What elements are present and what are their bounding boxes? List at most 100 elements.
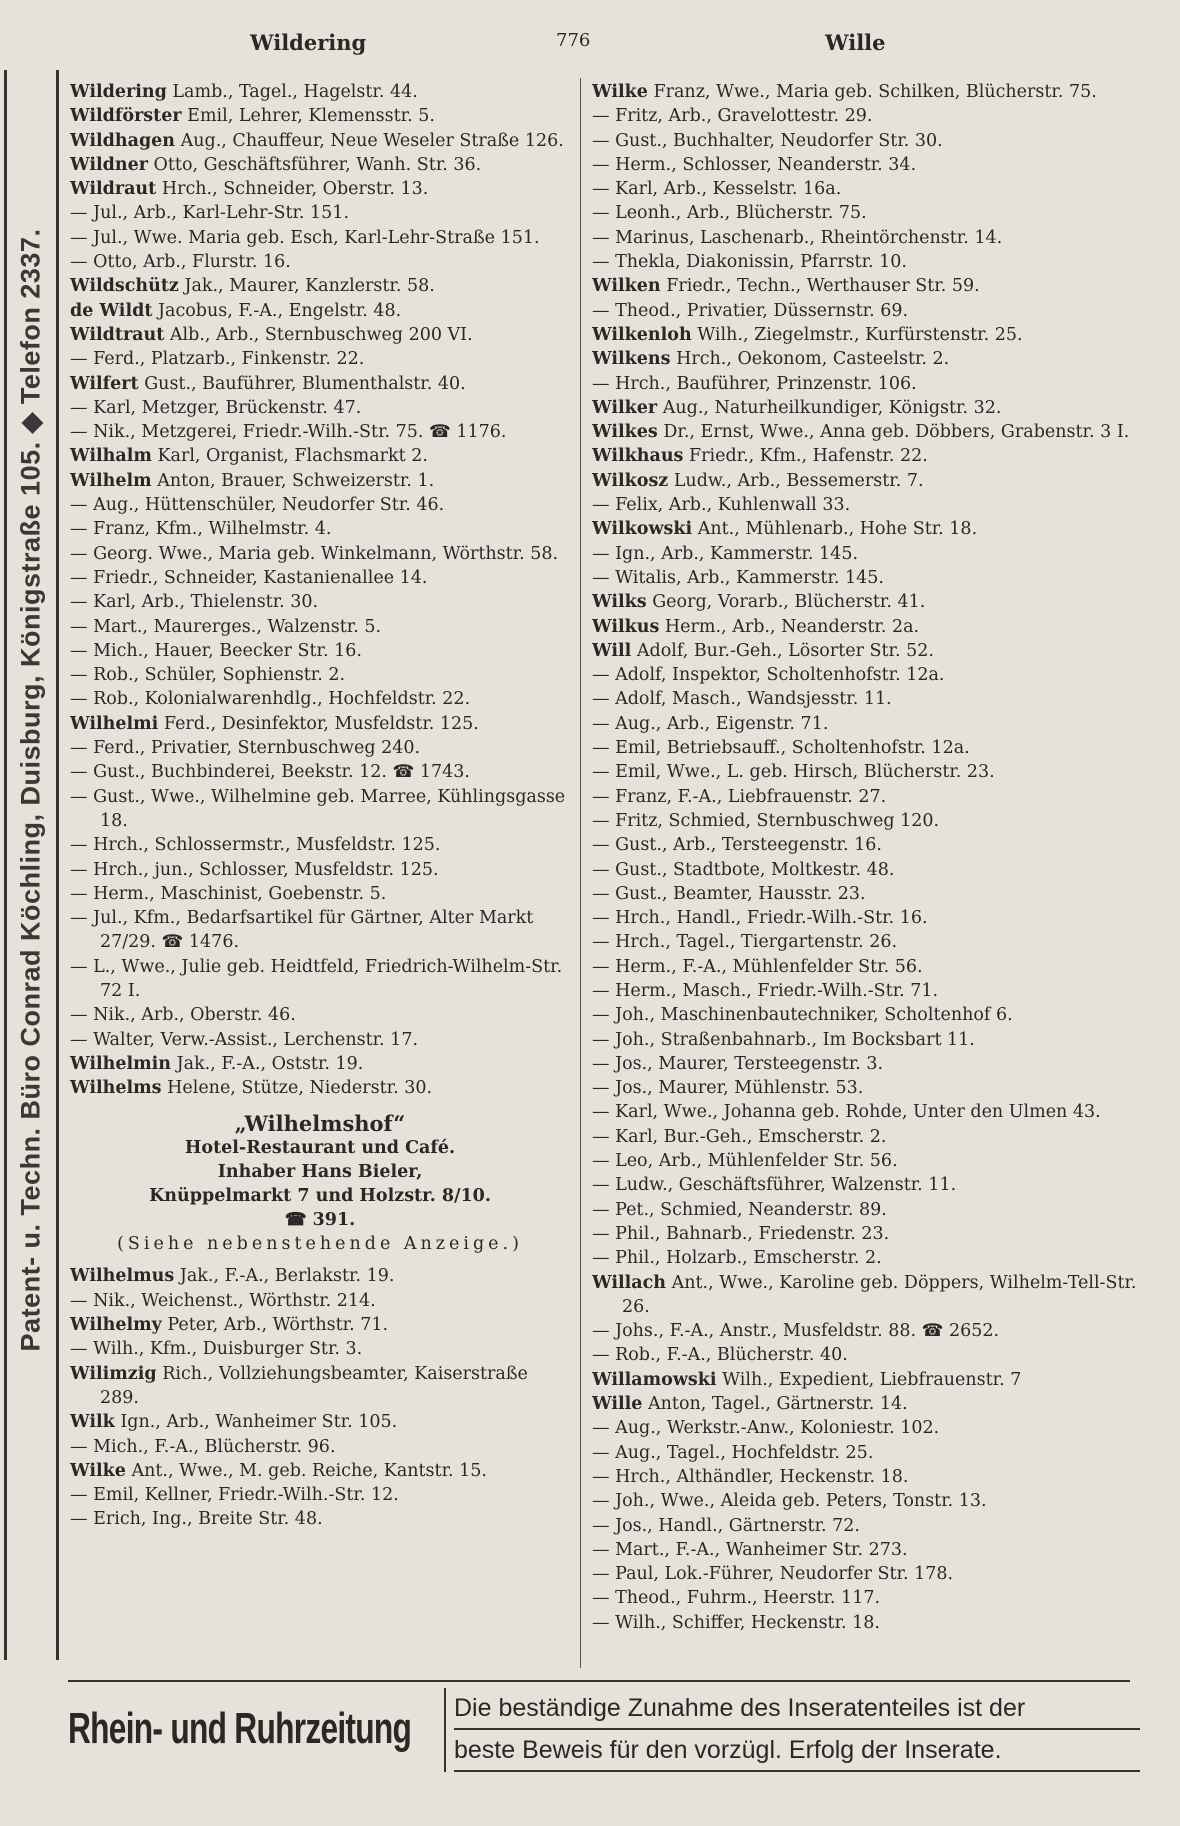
directory-entry: Wilhalm Karl, Organist, Flachsmarkt 2. — [70, 444, 570, 468]
directory-entry: Wilkowski Ant., Mühlenarb., Hohe Str. 18… — [592, 517, 1137, 541]
entry-surname: Wille — [592, 1394, 643, 1415]
directory-entry: — Hrch., Althändler, Heckenstr. 18. — [592, 1465, 1137, 1489]
entry-details: Georg, Vorarb., Blücherstr. 41. — [652, 592, 926, 613]
directory-entry: — Hrch., jun., Schlosser, Musfeldstr. 12… — [70, 858, 570, 882]
entry-details: Adolf, Masch., Wandsjesstr. 11. — [615, 689, 892, 710]
entry-details: Joh., Straßenbahnarb., Im Bocksbart 11. — [615, 1029, 975, 1050]
directory-entry: Wilken Friedr., Techn., Werthauser Str. … — [592, 274, 1137, 298]
entry-surname: — — [592, 227, 610, 248]
entry-surname: — — [592, 738, 610, 759]
entry-surname: Wilhalm — [70, 446, 152, 467]
entry-surname: — — [592, 1078, 610, 1099]
left-column: Wildering Lamb., Tagel., Hagelstr. 44. Wi… — [70, 80, 570, 1532]
entry-details: Mich., F.-A., Blücherstr. 96. — [93, 1436, 336, 1457]
entry-surname: — — [592, 567, 610, 588]
entry-details: Ludw., Geschäftsführer, Walzenstr. 11. — [615, 1175, 957, 1196]
entry-details: Mart., F.-A., Wanheimer Str. 273. — [615, 1539, 908, 1560]
entry-details: Franz, F.-A., Liebfrauenstr. 27. — [615, 786, 887, 807]
entry-details: Helene, Stütze, Niederstr. 30. — [167, 1078, 433, 1099]
directory-entry: — Ferd., Platzarb., Finkenstr. 22. — [70, 347, 570, 371]
entry-details: Jos., Handl., Gärtnerstr. 72. — [615, 1515, 860, 1536]
directory-entry: — Mich., Hauer, Beecker Str. 16. — [70, 639, 570, 663]
entry-details: Aug., Naturheilkundiger, Königstr. 32. — [662, 397, 1002, 418]
entry-details: Emil, Wwe., L. geb. Hirsch, Blücherstr. … — [615, 762, 995, 783]
directory-entry: — Marinus, Laschenarb., Rheintörchenstr.… — [592, 226, 1137, 250]
entry-surname: — — [592, 1029, 610, 1050]
entry-surname: — — [70, 252, 88, 273]
entry-details: Ign., Arb., Kammerstr. 145. — [615, 543, 859, 564]
entry-details: Franz, Kfm., Wilhelmstr. 4. — [93, 519, 332, 540]
directory-entry: Wildner Otto, Geschäftsführer, Wanh. Str… — [70, 153, 570, 177]
directory-entry: Wilkes Dr., Ernst, Wwe., Anna geb. Döbbe… — [592, 420, 1137, 444]
side-rule — [4, 70, 7, 1660]
directory-entry: — Franz, Kfm., Wilhelmstr. 4. — [70, 517, 570, 541]
directory-entry: — Hrch., Handl., Friedr.-Wilh.-Str. 16. — [592, 906, 1137, 930]
directory-entry: — L., Wwe., Julie geb. Heidtfeld, Friedr… — [70, 955, 570, 1004]
entry-details: Karl, Arb., Thielenstr. 30. — [93, 592, 319, 613]
entry-surname: — — [592, 1442, 610, 1463]
entry-surname: — — [70, 397, 88, 418]
directory-entry: — Jos., Maurer, Mühlenstr. 53. — [592, 1076, 1137, 1100]
entry-surname: — — [70, 786, 88, 807]
entry-details: Jul., Kfm., Bedarfsartikel für Gärtner, … — [93, 908, 534, 953]
entry-surname: — — [592, 1588, 610, 1609]
entry-details: Aug., Arb., Eigenstr. 71. — [615, 713, 829, 734]
directory-entry: — Paul, Lok.-Führer, Neudorfer Str. 178. — [592, 1562, 1137, 1586]
directory-entry: — Felix, Arb., Kuhlenwall 33. — [592, 493, 1137, 517]
directory-entry: — Hrch., Bauführer, Prinzenstr. 106. — [592, 372, 1137, 396]
entry-details: Jak., Maurer, Kanzlerstr. 58. — [184, 276, 435, 297]
entry-surname: Wilken — [592, 276, 661, 297]
entry-details: Herm., Maschinist, Goebenstr. 5. — [93, 883, 387, 904]
entry-surname: Wilhelmus — [70, 1266, 175, 1287]
entry-surname: Wildner — [70, 154, 148, 175]
entry-details: Joh., Maschinenbautechniker, Scholtenhof… — [615, 1005, 1013, 1026]
entry-details: Adolf, Inspektor, Scholtenhofstr. 12a. — [615, 665, 945, 686]
directory-entry: — Jul., Wwe. Maria geb. Esch, Karl-Lehr-… — [70, 226, 570, 250]
entry-surname: Wildtraut — [70, 324, 165, 345]
entry-details: Wilh., Kfm., Duisburger Str. 3. — [93, 1339, 363, 1360]
directory-entry: Wilks Georg, Vorarb., Blücherstr. 41. — [592, 590, 1137, 614]
entry-surname: — — [70, 1005, 88, 1026]
entry-surname: — — [592, 495, 610, 516]
directory-entry: — Karl, Arb., Kesselstr. 16a. — [592, 177, 1137, 201]
entry-list: Wilke Franz, Wwe., Maria geb. Schilken, … — [592, 80, 1137, 1635]
directory-entry: — Rob., Schüler, Sophienstr. 2. — [70, 663, 570, 687]
running-head-left: Wildering — [250, 30, 367, 55]
entry-surname: Wilhelmin — [70, 1053, 172, 1074]
entry-surname: Wildförster — [70, 106, 182, 127]
directory-entry: — Aug., Werkstr.-Anw., Koloniestr. 102. — [592, 1416, 1137, 1440]
directory-entry: — Gust., Buchhalter, Neudorfer Str. 30. — [592, 129, 1137, 153]
entry-details: Ant., Wwe., M. geb. Reiche, Kantstr. 15. — [131, 1460, 487, 1481]
entry-surname: — — [70, 519, 88, 540]
entry-details: Hrch., Oekonom, Casteelstr. 2. — [676, 349, 950, 370]
directory-entry: — Jul., Arb., Karl-Lehr-Str. 151. — [70, 201, 570, 225]
directory-entry: — Jos., Handl., Gärtnerstr. 72. — [592, 1514, 1137, 1538]
directory-entry: — Erich, Ing., Breite Str. 48. — [70, 1507, 570, 1531]
directory-entry: — Emil, Wwe., L. geb. Hirsch, Blücherstr… — [592, 760, 1137, 784]
entry-details: Wilh., Ziegelmstr., Kurfürstenstr. 25. — [697, 324, 1023, 345]
entry-details: Joh., Wwe., Aleida geb. Peters, Tonstr. … — [615, 1491, 987, 1512]
entry-surname: — — [70, 762, 88, 783]
entry-details: Aug., Chauffeur, Neue Weseler Straße 126… — [180, 130, 564, 151]
entry-details: Herm., Masch., Friedr.-Wilh.-Str. 71. — [615, 980, 939, 1001]
entry-surname: — — [592, 1418, 610, 1439]
directory-entry: Wilkus Herm., Arb., Neanderstr. 2a. — [592, 615, 1137, 639]
directory-entry: Wilhelmi Ferd., Desinfektor, Musfeldstr.… — [70, 712, 570, 736]
directory-entry: — Otto, Arb., Flurstr. 16. — [70, 250, 570, 274]
entry-surname: — — [592, 835, 610, 856]
entry-details: Marinus, Laschenarb., Rheintörchenstr. 1… — [615, 227, 1003, 248]
entry-surname: — — [592, 1466, 610, 1487]
entry-details: Rob., Schüler, Sophienstr. 2. — [93, 665, 346, 686]
directory-entry: Wilhelm Anton, Brauer, Schweizerstr. 1. — [70, 469, 570, 493]
entry-surname: — — [592, 252, 610, 273]
directory-entry: Willach Ant., Wwe., Karoline geb. Döpper… — [592, 1271, 1137, 1320]
directory-entry: — Jos., Maurer, Tersteegenstr. 3. — [592, 1052, 1137, 1076]
directory-entry: — Friedr., Schneider, Kastanienallee 14. — [70, 566, 570, 590]
directory-entry: Wilk Ign., Arb., Wanheimer Str. 105. — [70, 1410, 570, 1434]
entry-details: Karl, Wwe., Johanna geb. Rohde, Unter de… — [615, 1102, 1101, 1123]
entry-details: Herm., F.-A., Mühlenfelder Str. 56. — [615, 956, 923, 977]
entry-details: Gust., Wwe., Wilhelmine geb. Marree, Küh… — [93, 786, 566, 831]
entry-surname: — — [70, 422, 88, 443]
entry-surname: — — [592, 179, 610, 200]
banner-slogan: Die beständige Zunahme des Inseratenteil… — [444, 1688, 1140, 1772]
